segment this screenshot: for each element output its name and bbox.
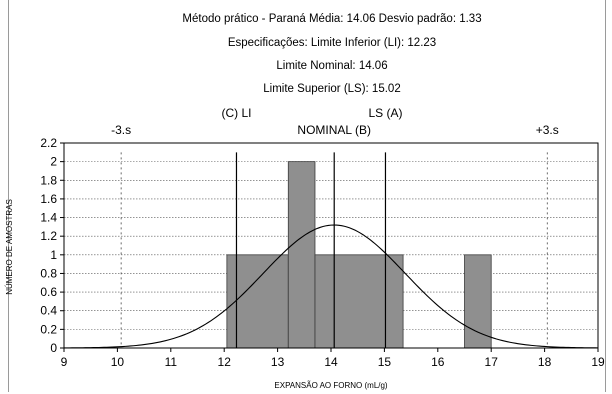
spec-line-label-2: LS (A) <box>368 106 402 120</box>
y-tick-label-8: 1.6 <box>40 192 57 206</box>
chart-title-line-1: Método prático - Paraná Média: 14.06 Des… <box>182 13 481 25</box>
x-tick-label-2: 11 <box>165 355 178 369</box>
spec-line-label-0: (C) LI <box>221 106 251 120</box>
y-tick-label-2: 0.4 <box>40 304 57 318</box>
sigma-line-label-1: +3.s <box>536 123 559 137</box>
chart-title-block: Método prático - Paraná Média: 14.06 Des… <box>182 13 481 95</box>
x-tick-label-1: 10 <box>111 355 125 369</box>
spec-line-label-1: NOMINAL (B) <box>297 123 371 137</box>
histogram-bar-3 <box>464 254 492 349</box>
y-tick-label-9: 1.8 <box>40 173 57 187</box>
histogram-bar-2 <box>314 254 404 349</box>
y-tick-label-3: 0.6 <box>40 285 57 299</box>
x-tick-label-6: 15 <box>378 355 392 369</box>
sigma-line-label-0: -3.s <box>111 123 131 137</box>
y-axis-label: NÚMERO DE AMOSTRAS <box>5 199 14 295</box>
chart-title-line-4: Limite Superior (LS): 15.02 <box>263 83 400 95</box>
chart-title-line-2: Especificações: Limite Inferior (LI): 12… <box>228 37 436 49</box>
y-tick-label-4: 0.8 <box>40 266 57 280</box>
y-tick-label-1: 0.2 <box>40 322 57 336</box>
y-tick-label-10: 2 <box>50 155 57 169</box>
axis-ticks: 9 10 11 12 13 14 15 16 17 18 19 0 0.2 0.4 0.6 0.8 1 1.2 1.… <box>40 136 605 369</box>
chart-title-line-3: Limite Nominal: 14.06 <box>276 60 387 72</box>
x-tick-label-5: 14 <box>324 355 338 369</box>
histogram-bar-1 <box>287 161 316 349</box>
x-tick-label-10: 19 <box>591 355 605 369</box>
x-tick-label-4: 13 <box>271 355 285 369</box>
x-tick-label-0: 9 <box>61 355 68 369</box>
x-tick-label-3: 12 <box>218 355 232 369</box>
y-tick-label-5: 1 <box>50 248 57 262</box>
y-tick-label-0: 0 <box>50 341 57 355</box>
x-tick-label-7: 16 <box>431 355 445 369</box>
y-tick-label-6: 1.2 <box>40 229 57 243</box>
x-axis-label: EXPANSÃO AO FORNO (mL/g) <box>274 381 388 390</box>
x-tick-label-8: 17 <box>485 355 499 369</box>
x-tick-label-9: 18 <box>538 355 552 369</box>
chart-frame <box>8 0 606 392</box>
y-tick-label-7: 1.4 <box>40 211 57 225</box>
reference-labels: (C) LI NOMINAL (B) LS (A) -3.s +3.s <box>111 106 559 137</box>
histogram-bars <box>226 161 492 349</box>
reference-lines <box>120 152 548 348</box>
histogram-bar-0 <box>226 254 289 349</box>
y-tick-label-11: 2.2 <box>40 136 57 150</box>
normal-curve <box>63 224 599 349</box>
